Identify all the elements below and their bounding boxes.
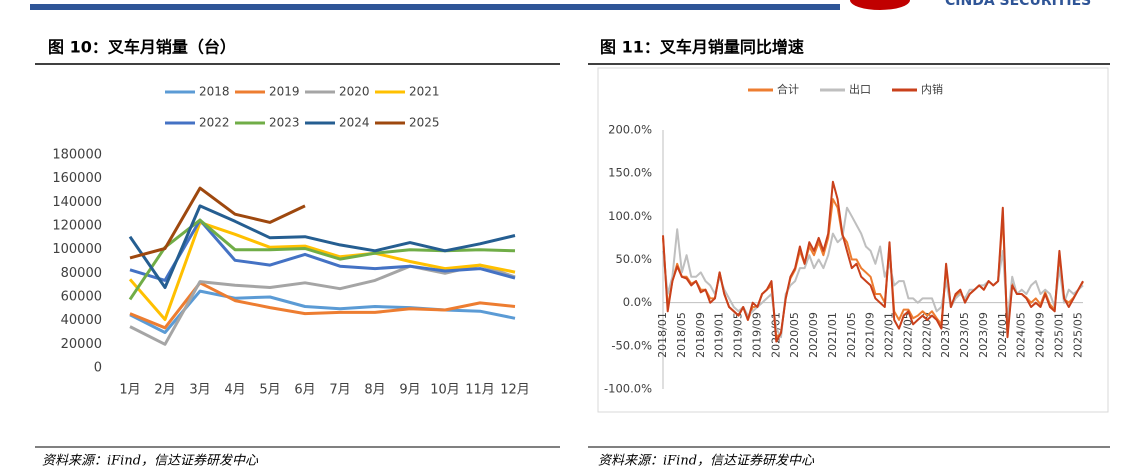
legend-label: 2019 <box>269 85 300 99</box>
x-tick-label: 8月 <box>364 383 385 398</box>
legend-label: 2025 <box>409 116 440 130</box>
x-tick-label: 2018/05 <box>675 312 688 358</box>
y-tick-label: 180000 <box>52 148 102 163</box>
y-tick-label: 150.0% <box>608 166 652 180</box>
chart-title: 图 11：叉车月销量同比增速 <box>600 38 804 57</box>
y-tick-label: 100.0% <box>608 209 652 223</box>
legend-label: 2020 <box>339 85 370 99</box>
series-line <box>129 218 516 282</box>
series-line <box>662 180 1084 343</box>
x-tick-label: 2024/01 <box>996 312 1009 358</box>
y-tick-label: 160000 <box>52 171 102 186</box>
x-tick-label: 2018/01 <box>656 312 669 358</box>
header-bar <box>30 4 840 10</box>
y-tick-label: 140000 <box>52 195 102 210</box>
x-tick-label: 2022/01 <box>883 312 896 358</box>
x-tick-label: 4月 <box>224 383 245 398</box>
x-tick-label: 2018/09 <box>694 312 707 358</box>
x-tick-label: 2020/05 <box>788 312 801 358</box>
x-tick-label: 11月 <box>465 383 495 398</box>
legend-label: 合计 <box>777 82 799 96</box>
x-tick-label: 2019/09 <box>750 312 763 358</box>
y-tick-label: 0.0% <box>623 295 652 309</box>
x-tick-label: 2024/05 <box>1015 312 1028 358</box>
y-tick-label: 200.0% <box>608 123 652 137</box>
x-tick-label: 2021/05 <box>845 312 858 358</box>
source: 资料来源：iFind，信达证券研发中心 <box>598 454 815 469</box>
x-tick-label: 5月 <box>259 383 280 398</box>
x-tick-label: 2021/01 <box>826 312 839 358</box>
x-tick-label: 2020/09 <box>807 312 820 358</box>
x-tick-label: 2025/01 <box>1052 312 1065 358</box>
chart-title: 图 10：叉车月销量（台） <box>48 38 236 57</box>
y-tick-label: 100000 <box>52 242 102 257</box>
legend-label: 2023 <box>269 116 300 130</box>
x-tick-label: 2021/09 <box>864 312 877 358</box>
x-tick-label: 2月 <box>154 383 175 398</box>
x-tick-label: 2023/09 <box>977 312 990 358</box>
y-tick-label: -50.0% <box>611 338 652 352</box>
series-line <box>129 186 306 260</box>
brand: CINDA SECURITIES <box>945 0 1091 9</box>
x-tick-label: 1月 <box>119 383 140 398</box>
x-tick-label: 3月 <box>189 383 210 398</box>
series-line <box>128 204 516 289</box>
legend-label: 内销 <box>921 82 943 96</box>
x-tick-label: 2023/05 <box>958 312 971 358</box>
x-tick-label: 7月 <box>329 383 350 398</box>
x-tick-label: 2019/01 <box>713 312 726 358</box>
series-line <box>128 220 516 321</box>
y-tick-label: -100.0% <box>604 382 652 396</box>
legend-label: 2022 <box>199 116 230 130</box>
y-tick-label: 60000 <box>61 290 102 305</box>
x-tick-label: 10月 <box>430 383 460 398</box>
x-tick-label: 2025/05 <box>1071 312 1084 358</box>
x-tick-label: 2022/09 <box>920 312 933 358</box>
y-tick-label: 40000 <box>61 313 102 328</box>
y-tick-label: 120000 <box>52 219 102 234</box>
logo <box>850 0 910 10</box>
x-tick-label: 2024/09 <box>1034 312 1047 358</box>
legend-label: 2018 <box>199 85 230 99</box>
x-tick-label: 6月 <box>294 383 315 398</box>
y-tick-label: 80000 <box>61 266 102 281</box>
x-tick-label: 2019/05 <box>732 312 745 358</box>
y-tick-label: 50.0% <box>615 252 652 266</box>
source: 资料来源：iFind，信达证券研发中心 <box>42 454 259 469</box>
plot-frame <box>597 67 1109 413</box>
y-tick-label: 0 <box>94 361 102 376</box>
legend-label: 2021 <box>409 85 440 99</box>
legend-label: 2024 <box>339 116 370 130</box>
y-tick-label: 20000 <box>61 337 102 352</box>
x-tick-label: 9月 <box>399 383 420 398</box>
series-line <box>662 206 1084 339</box>
x-tick-label: 12月 <box>500 383 530 398</box>
x-tick-label: 2022/05 <box>901 312 914 358</box>
legend-label: 出口 <box>849 82 871 96</box>
series-line <box>129 263 516 346</box>
